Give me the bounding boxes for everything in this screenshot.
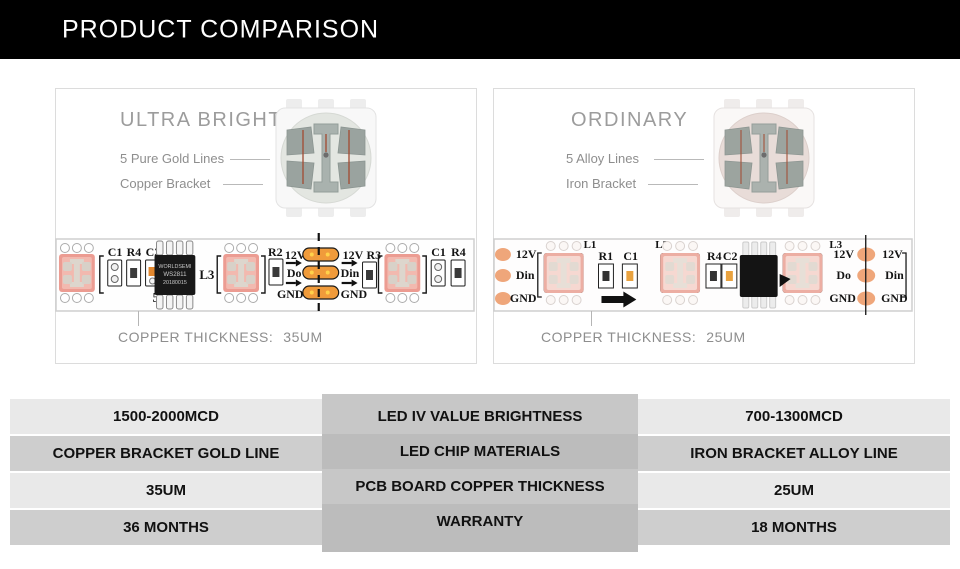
footer-label: COPPER THICKNESS: xyxy=(118,329,274,345)
label-12v-left: 12V xyxy=(285,248,306,262)
callout-alloy-lines: 5 Alloy Lines xyxy=(566,151,639,166)
footer-label: COPPER THICKNESS: xyxy=(541,329,697,345)
label-gnd-a: GND xyxy=(510,291,537,305)
comparison-cell: IRON BRACKET ALLOY LINE xyxy=(638,436,950,473)
label-c1: C1 xyxy=(108,245,123,259)
panel-ultra-bright: ULTRA BRIGHT 5 Pure Gold Lines Copper Br… xyxy=(55,88,477,364)
label-gnd-b: GND xyxy=(829,291,856,305)
comparison-cell: 35UM xyxy=(10,473,322,510)
footer-leader-line xyxy=(138,311,139,326)
comparison-attribute: LED IV VALUE BRIGHTNESS xyxy=(322,399,638,434)
label-gnd-c: GND xyxy=(881,291,908,305)
label-gnd-right: GND xyxy=(341,287,368,301)
label-c1b: C1 xyxy=(431,245,446,259)
panel-title: ORDINARY xyxy=(571,109,689,131)
column-attributes: LED IV VALUE BRIGHTNESS LED CHIP MATERIA… xyxy=(322,394,638,552)
label-din-a: Din xyxy=(516,268,535,282)
comparison-attribute: LED CHIP MATERIALS xyxy=(322,434,638,469)
label-l1: L1 xyxy=(584,239,597,251)
label-12v-c: 12V xyxy=(882,247,903,261)
led-chip-illustration xyxy=(275,99,377,217)
panel-ordinary: ORDINARY 5 Alloy Lines Iron Bracket xyxy=(493,88,915,364)
label-12v-a: 12V xyxy=(516,247,537,261)
callout-leader-line xyxy=(223,184,263,185)
comparison-attribute: PCB BOARD COPPER THICKNESS xyxy=(322,469,638,504)
label-12v-right: 12V xyxy=(343,248,364,262)
label-do: Do xyxy=(287,266,302,280)
panel-title: ULTRA BRIGHT xyxy=(120,109,283,131)
page-title: PRODUCT COMPARISON xyxy=(62,15,380,43)
label-do-b: Do xyxy=(836,268,851,282)
label-l3: L3 xyxy=(199,267,215,282)
label-r4: R4 xyxy=(127,245,142,259)
direction-arrow xyxy=(601,291,637,308)
label-gnd-left: GND xyxy=(277,287,304,301)
solder-pads xyxy=(302,247,340,300)
label-r1: R1 xyxy=(599,249,614,263)
ic-model: WS2811 xyxy=(163,271,187,278)
footer-leader-line xyxy=(591,311,592,326)
label-12v-b: 12V xyxy=(833,247,854,261)
label-r4: R4 xyxy=(707,249,722,263)
label-c1: C1 xyxy=(623,249,638,263)
banner: PRODUCT COMPARISON xyxy=(0,0,960,59)
callout-iron-bracket: Iron Bracket xyxy=(566,176,637,191)
callout-leader-line xyxy=(654,159,704,160)
label-r3: R3 xyxy=(367,248,382,262)
led-chip-illustration xyxy=(713,99,815,217)
callout-leader-line xyxy=(230,159,270,160)
comparison-attribute: WARRANTY xyxy=(322,504,638,539)
footer-value: 25UM xyxy=(706,329,746,345)
column-ordinary: 700-1300MCD IRON BRACKET ALLOY LINE 25UM… xyxy=(638,399,950,547)
comparison-cell: 36 MONTHS xyxy=(10,510,322,545)
ic-brand: WORLDSEMI xyxy=(158,264,191,270)
label-din-c: Din xyxy=(885,268,904,282)
callout-leader-line xyxy=(648,184,698,185)
comparison-cell: 25UM xyxy=(638,473,950,510)
ic-chip xyxy=(739,241,778,309)
led-strip-illustration: C1 R4 C2 5 WORLDSEMI WS2811 20180015 xyxy=(55,233,475,317)
footer-value: 35UM xyxy=(283,329,323,345)
label-c2: C2 xyxy=(723,249,738,263)
label-din: Din xyxy=(341,266,360,280)
ic-ws2811: WORLDSEMI WS2811 20180015 xyxy=(154,240,196,310)
label-r2: R2 xyxy=(268,245,283,259)
comparison-table: 1500-2000MCD COPPER BRACKET GOLD LINE 35… xyxy=(10,394,950,552)
comparison-cell: COPPER BRACKET GOLD LINE xyxy=(10,436,322,473)
comparison-cell: 700-1300MCD xyxy=(638,399,950,436)
callout-copper-bracket: Copper Bracket xyxy=(120,176,211,191)
column-ultra-bright: 1500-2000MCD COPPER BRACKET GOLD LINE 35… xyxy=(10,399,322,547)
label-r4b: R4 xyxy=(451,245,466,259)
comparison-cell: 1500-2000MCD xyxy=(10,399,322,436)
ic-code: 20180015 xyxy=(163,280,187,286)
copper-thickness-note: COPPER THICKNESS: 25UM xyxy=(541,329,746,345)
label-l3: L3 xyxy=(829,239,842,251)
callout-gold-lines: 5 Pure Gold Lines xyxy=(120,151,225,166)
comparison-cell: 18 MONTHS xyxy=(638,510,950,545)
led-strip-illustration: 12V Din GND L1 R1 C1 L2 R4 C2 xyxy=(493,235,913,315)
terminal-pads-left xyxy=(494,248,511,305)
copper-thickness-note: COPPER THICKNESS: 35UM xyxy=(118,329,323,345)
pointer-mark xyxy=(779,274,791,287)
